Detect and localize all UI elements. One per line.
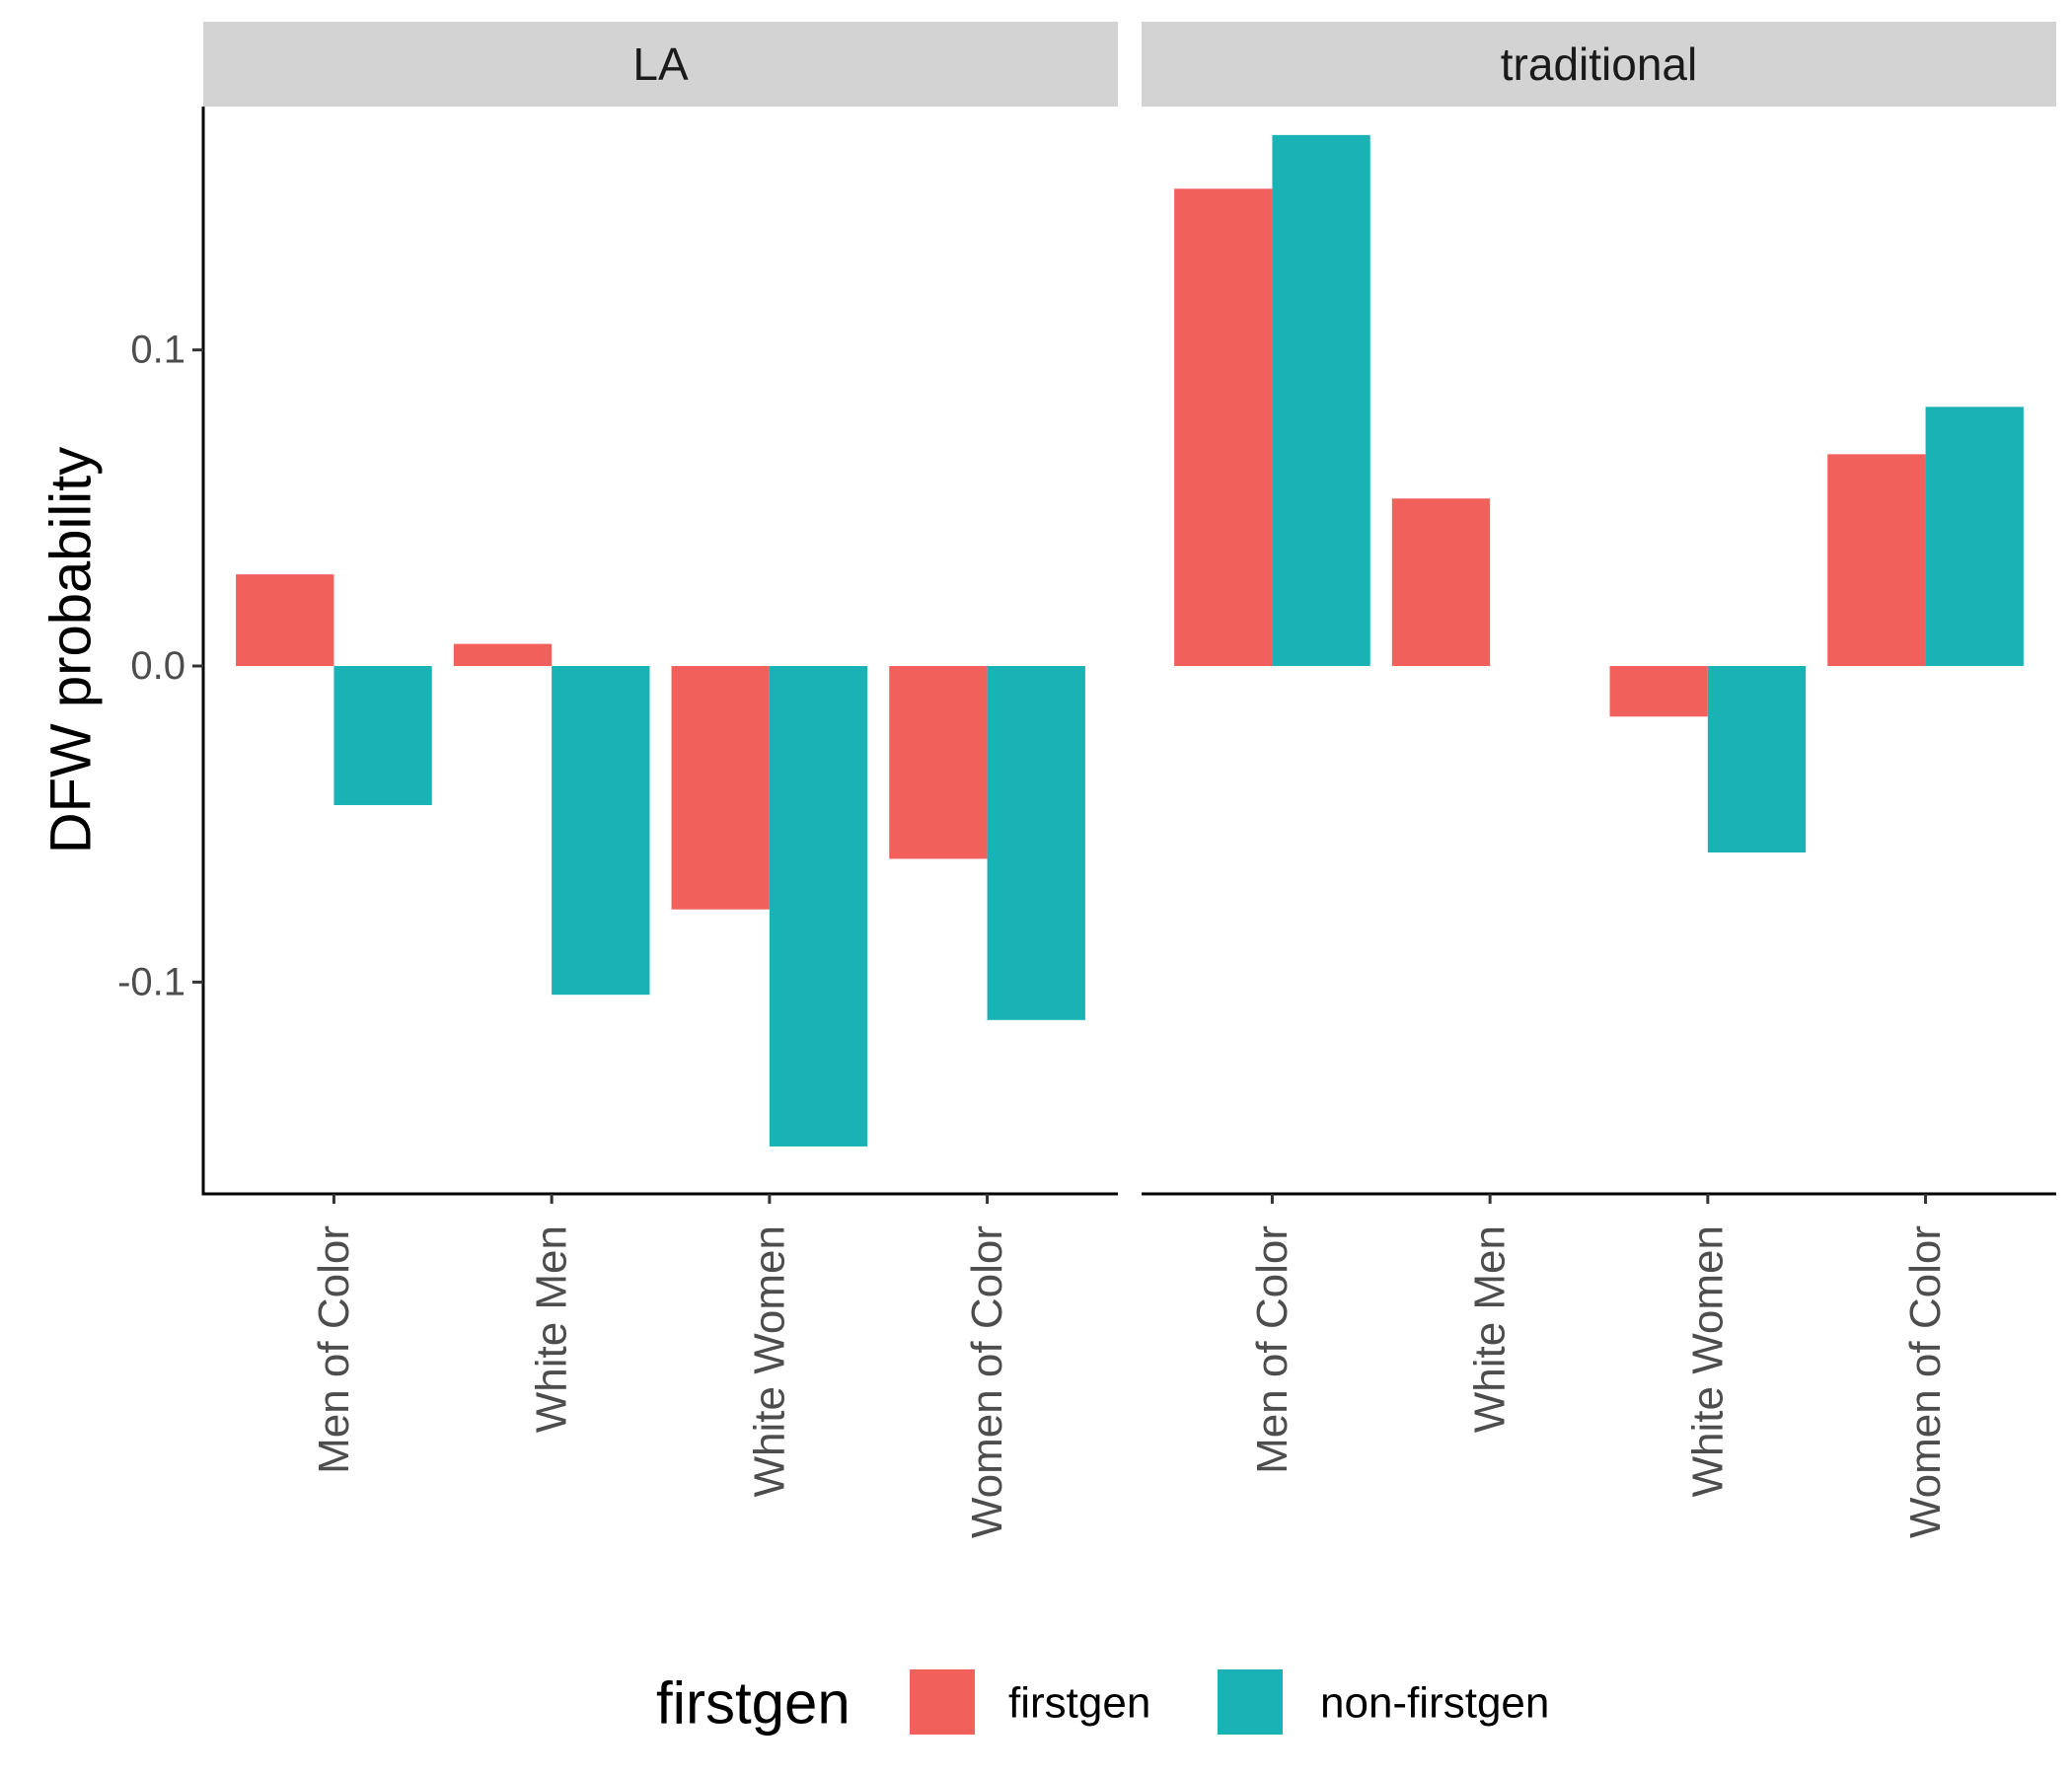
bar-la-white-men-non-firstgen	[552, 666, 650, 996]
facet-strip-label-la: LA	[632, 38, 689, 90]
bar-la-white-women-non-firstgen	[769, 666, 868, 1147]
x-axis-tick-labels: Men of Color White Men White Women Women of…	[310, 1194, 1950, 1538]
bar-la-white-men-firstgen	[453, 643, 553, 667]
bar-traditional-women-of-color-firstgen	[1827, 454, 1926, 667]
facet-strip-label-traditional: traditional	[1501, 38, 1697, 90]
bar-traditional-men-of-color-non-firstgen	[1272, 134, 1370, 667]
legend-label-non-firstgen: non-firstgen	[1320, 1679, 1549, 1728]
facet-strip-la	[203, 22, 1118, 107]
legend-key-firstgen	[910, 1669, 975, 1735]
y-axis-ticks: -0.1 0.0 0.1	[117, 329, 203, 1003]
legend: firstgen firstgen non-firstgen	[656, 1669, 1549, 1737]
bars-la	[236, 574, 1085, 1147]
legend-title: firstgen	[656, 1670, 851, 1737]
x-tick-label-traditional-white-women: White Women	[1683, 1225, 1732, 1498]
panel-la	[201, 107, 1118, 1196]
x-tick-label-traditional-men-of-color: Men of Color	[1248, 1225, 1296, 1474]
y-tick-label: 0.1	[130, 329, 185, 372]
x-tick-label-la-women-of-color: Women of Color	[963, 1225, 1011, 1538]
legend-key-non-firstgen	[1218, 1669, 1283, 1735]
x-tick-label-la-white-women: White Women	[745, 1225, 793, 1498]
panel-traditional	[1142, 134, 2056, 1196]
y-axis-title: DFW probability	[39, 447, 104, 854]
bar-la-men-of-color-non-firstgen	[333, 666, 432, 805]
bars-traditional	[1174, 134, 2024, 853]
y-tick-label: 0.0	[130, 644, 185, 688]
legend-label-firstgen: firstgen	[1008, 1679, 1150, 1728]
bar-la-women-of-color-firstgen	[889, 666, 988, 859]
x-tick-label-traditional-women-of-color: Women of Color	[1901, 1225, 1950, 1538]
bar-traditional-men-of-color-firstgen	[1174, 188, 1273, 667]
x-tick-label-traditional-white-men: White Men	[1466, 1225, 1515, 1433]
facet-strip-traditional	[1142, 22, 2056, 107]
bar-traditional-white-women-non-firstgen	[1707, 666, 1807, 853]
bar-la-white-women-firstgen	[671, 666, 770, 910]
bar-la-men-of-color-firstgen	[236, 574, 334, 667]
bar-traditional-white-women-firstgen	[1609, 666, 1708, 717]
bar-traditional-white-men-firstgen	[1391, 498, 1491, 667]
y-tick-label: -0.1	[117, 960, 185, 1003]
bar-la-women-of-color-non-firstgen	[987, 666, 1085, 1020]
x-tick-label-la-white-men: White Men	[528, 1225, 576, 1433]
x-tick-label-la-men-of-color: Men of Color	[310, 1225, 358, 1474]
bar-traditional-women-of-color-non-firstgen	[1925, 407, 2024, 667]
